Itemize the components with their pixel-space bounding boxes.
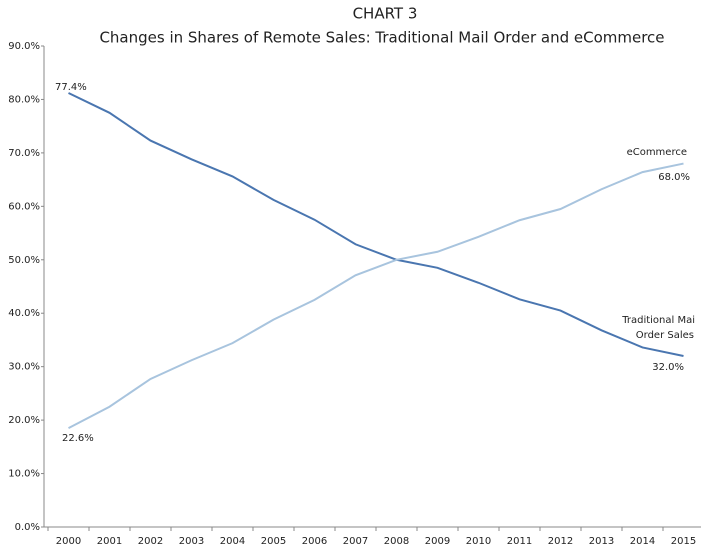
x-tick-label: 2005 xyxy=(261,536,286,547)
x-tick-label: 2001 xyxy=(97,536,122,547)
annotation: 77.4% xyxy=(55,82,87,93)
x-tick-label: 2002 xyxy=(138,536,163,547)
annotation: 32.0% xyxy=(652,362,684,373)
x-tick-label: 2006 xyxy=(302,536,327,547)
y-tick-label: 10.0% xyxy=(8,469,40,480)
chart-title: CHART 3 xyxy=(353,5,418,23)
annotation: 22.6% xyxy=(62,433,94,444)
x-tick-label: 2011 xyxy=(507,536,532,547)
x-tick-label: 2000 xyxy=(56,536,81,547)
annotation: 68.0% xyxy=(658,172,690,183)
x-tick-label: 2007 xyxy=(343,536,368,547)
annotation: Traditional Mai xyxy=(621,315,695,326)
y-tick-label: 50.0% xyxy=(8,255,40,266)
series-line xyxy=(68,162,684,430)
y-tick-label: 30.0% xyxy=(8,362,40,373)
x-tick-label: 2010 xyxy=(466,536,491,547)
x-tick-label: 2008 xyxy=(384,536,409,547)
y-tick-label: 80.0% xyxy=(8,94,40,105)
annotation: Order Sales xyxy=(636,330,694,341)
series-line xyxy=(68,92,684,357)
chart-subtitle: Changes in Shares of Remote Sales: Tradi… xyxy=(99,29,664,47)
y-tick-label: 60.0% xyxy=(8,201,40,212)
annotation: eCommerce xyxy=(627,147,687,158)
x-tick-label: 2009 xyxy=(425,536,450,547)
y-tick-label: 0.0% xyxy=(15,522,40,533)
x-tick-label: 2015 xyxy=(671,536,696,547)
x-tick-label: 2014 xyxy=(630,536,655,547)
y-tick-label: 40.0% xyxy=(8,308,40,319)
y-tick-label: 70.0% xyxy=(8,148,40,159)
x-tick-label: 2003 xyxy=(179,536,204,547)
y-tick-label: 90.0% xyxy=(8,41,40,52)
x-tick-label: 2013 xyxy=(589,536,614,547)
y-tick-label: 20.0% xyxy=(8,415,40,426)
x-tick-label: 2004 xyxy=(220,536,245,547)
x-tick-label: 2012 xyxy=(548,536,573,547)
